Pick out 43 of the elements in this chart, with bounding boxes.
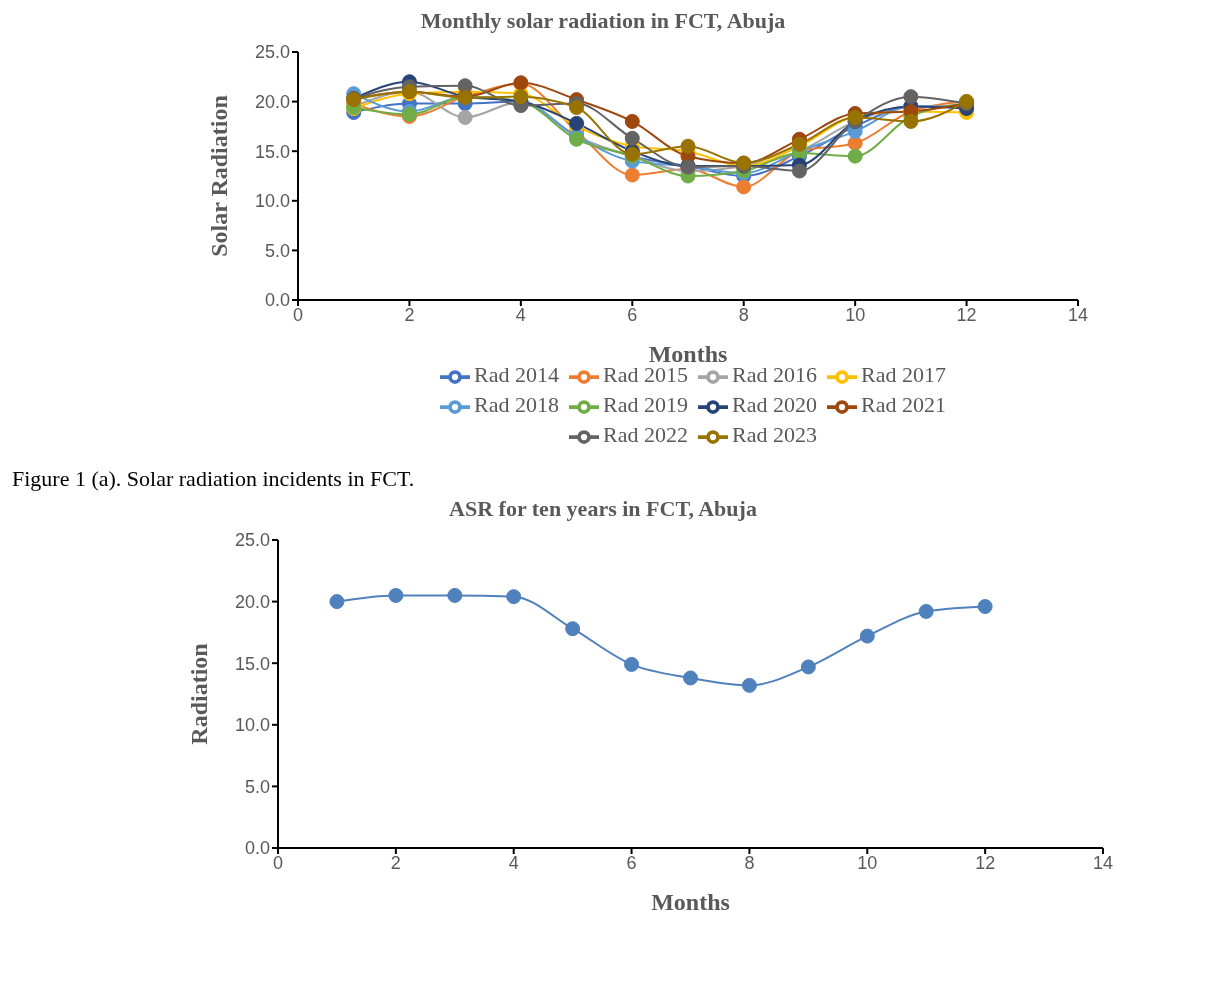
y-tick-label: 10.0	[254, 191, 290, 212]
x-tick-label: 8	[744, 852, 755, 873]
legend-label: Rad 2021	[860, 392, 946, 418]
y-tick-label: 5.0	[244, 776, 270, 797]
x-tick-label: 6	[626, 852, 637, 873]
y-tick-label: 15.0	[234, 653, 270, 674]
chart-title: ASR for ten years in FCT, Abuja	[448, 496, 758, 522]
y-tick-label: 0.0	[244, 838, 270, 859]
y-axis-title: Radiation	[185, 643, 212, 745]
y-tick-label: 10.0	[234, 715, 270, 736]
x-tick-label: 14	[1067, 304, 1089, 325]
caption: Figure 1 (a). Solar radiation incidents in FCT.	[11, 466, 416, 492]
chart-title: Monthly solar radiation in FCT, Abuja	[419, 8, 787, 34]
x-tick-label: 10	[857, 852, 878, 873]
y-tick-label: 20.0	[234, 591, 270, 612]
x-tick-label: 12	[956, 304, 977, 325]
y-tick-label: 25.0	[234, 530, 270, 551]
legend-label: Rad 2020	[732, 392, 817, 418]
x-tick-label: 0	[292, 304, 304, 325]
legend-label: Rad 2014	[474, 362, 560, 388]
x-tick-label: 0	[272, 852, 284, 873]
legend-label: Rad 2022	[603, 422, 688, 448]
x-tick-label: 8	[738, 304, 749, 325]
legend-label: Rad 2019	[603, 392, 688, 418]
y-tick-label: 0.0	[264, 290, 290, 311]
x-tick-label: 4	[508, 852, 519, 873]
legend-label: Rad 2018	[474, 392, 560, 418]
x-tick-label: 2	[404, 304, 415, 325]
y-tick-label: 20.0	[254, 91, 290, 112]
y-axis-title: Solar Radiation	[205, 95, 232, 257]
y-tick-label: 25.0	[254, 42, 290, 63]
x-tick-label: 10	[845, 304, 866, 325]
legend-label: Rad 2023	[732, 422, 817, 448]
x-tick-label: 4	[515, 304, 526, 325]
y-tick-label: 5.0	[264, 240, 290, 261]
legend-label: Rad 2017	[860, 362, 946, 388]
x-tick-label: 12	[975, 852, 996, 873]
x-tick-label: 14	[1092, 852, 1114, 873]
x-axis-title: Months	[651, 889, 730, 915]
x-tick-label: 6	[627, 304, 638, 325]
legend-label: Rad 2016	[732, 362, 817, 388]
y-tick-label: 15.0	[254, 141, 290, 162]
x-tick-label: 2	[390, 852, 401, 873]
